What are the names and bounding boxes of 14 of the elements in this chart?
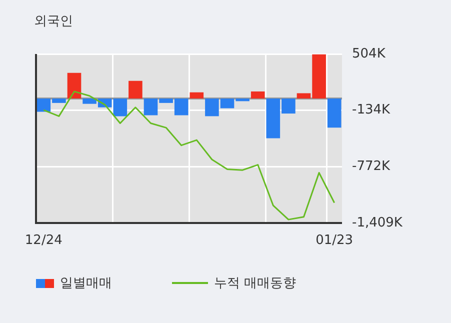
y-tick-label: 504K [352,46,386,62]
legend-label: 누적 매매동향 [214,275,296,292]
y-tick-label: -134K [352,102,391,118]
bar [250,91,265,99]
y-tick-label: -772K [352,159,391,174]
bar [128,80,142,99]
x-tick-label: 12/24 [24,233,62,248]
bar [327,98,342,128]
y-tick-label: -1,409K [352,215,403,230]
legend-label: 일별매매 [60,275,112,292]
x-tick-label: 01/23 [316,233,354,248]
bar [67,72,82,99]
bar [190,92,204,99]
chart-title: 외국인 [34,13,73,30]
